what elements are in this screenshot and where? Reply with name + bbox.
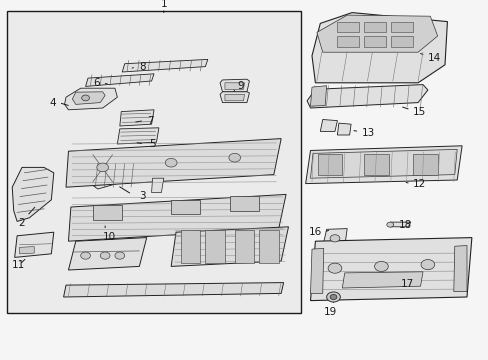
- Polygon shape: [310, 149, 456, 178]
- Bar: [7, 11, 300, 313]
- Polygon shape: [337, 36, 359, 47]
- Text: 14: 14: [427, 53, 440, 63]
- Polygon shape: [310, 86, 326, 106]
- Circle shape: [165, 158, 177, 167]
- Text: 18: 18: [398, 220, 411, 230]
- Polygon shape: [311, 13, 447, 83]
- Polygon shape: [234, 230, 254, 263]
- Polygon shape: [151, 178, 163, 193]
- Circle shape: [329, 235, 339, 242]
- Polygon shape: [15, 232, 54, 257]
- Text: 5: 5: [149, 139, 156, 149]
- Polygon shape: [117, 128, 159, 144]
- Polygon shape: [259, 230, 278, 263]
- Polygon shape: [63, 283, 283, 297]
- Polygon shape: [322, 229, 346, 247]
- Text: 15: 15: [412, 107, 426, 117]
- Circle shape: [100, 252, 110, 259]
- Polygon shape: [364, 154, 388, 175]
- Circle shape: [97, 163, 108, 172]
- Polygon shape: [122, 59, 207, 72]
- Polygon shape: [149, 152, 161, 166]
- Text: 4: 4: [49, 98, 56, 108]
- Polygon shape: [72, 92, 105, 104]
- Polygon shape: [320, 120, 337, 131]
- Polygon shape: [181, 230, 200, 263]
- Polygon shape: [68, 194, 285, 241]
- Polygon shape: [66, 139, 281, 187]
- Polygon shape: [337, 22, 359, 32]
- Text: 3: 3: [139, 191, 146, 201]
- Text: 17: 17: [400, 279, 413, 289]
- Polygon shape: [412, 154, 437, 175]
- Polygon shape: [224, 83, 244, 89]
- Text: 1: 1: [160, 0, 167, 9]
- Text: 2: 2: [19, 218, 25, 228]
- Circle shape: [228, 153, 240, 162]
- Polygon shape: [453, 246, 466, 292]
- Polygon shape: [171, 227, 288, 266]
- Text: 16: 16: [308, 227, 321, 237]
- Polygon shape: [93, 205, 122, 220]
- Text: 10: 10: [102, 232, 116, 242]
- Text: 9: 9: [237, 81, 244, 91]
- Text: 11: 11: [12, 260, 25, 270]
- Polygon shape: [205, 230, 224, 263]
- Polygon shape: [120, 110, 154, 126]
- Polygon shape: [364, 36, 386, 47]
- Circle shape: [115, 252, 124, 259]
- Polygon shape: [316, 15, 437, 52]
- Polygon shape: [390, 36, 412, 47]
- Circle shape: [81, 95, 89, 101]
- Polygon shape: [317, 154, 342, 175]
- Polygon shape: [364, 22, 386, 32]
- Polygon shape: [68, 238, 146, 270]
- Text: 13: 13: [361, 128, 374, 138]
- Polygon shape: [220, 92, 249, 103]
- Circle shape: [81, 252, 90, 259]
- Polygon shape: [390, 22, 412, 32]
- Polygon shape: [229, 196, 259, 211]
- Text: 6: 6: [93, 78, 100, 88]
- Polygon shape: [305, 146, 461, 184]
- Polygon shape: [306, 85, 427, 108]
- Text: 19: 19: [323, 307, 336, 317]
- Polygon shape: [171, 200, 200, 214]
- Circle shape: [327, 263, 341, 273]
- Polygon shape: [88, 160, 137, 189]
- Polygon shape: [64, 88, 117, 110]
- Polygon shape: [389, 222, 410, 227]
- Polygon shape: [12, 167, 54, 221]
- Circle shape: [326, 292, 340, 302]
- Text: 7: 7: [146, 116, 153, 126]
- Polygon shape: [337, 123, 350, 135]
- Polygon shape: [20, 247, 34, 254]
- Polygon shape: [85, 74, 154, 86]
- Text: 8: 8: [139, 62, 146, 72]
- Circle shape: [329, 294, 336, 300]
- Polygon shape: [224, 94, 244, 101]
- Polygon shape: [310, 248, 323, 293]
- Circle shape: [374, 261, 387, 271]
- Circle shape: [420, 260, 434, 270]
- Polygon shape: [220, 79, 249, 92]
- Text: 12: 12: [412, 179, 426, 189]
- Circle shape: [386, 222, 393, 227]
- Polygon shape: [310, 238, 471, 301]
- Polygon shape: [342, 272, 422, 288]
